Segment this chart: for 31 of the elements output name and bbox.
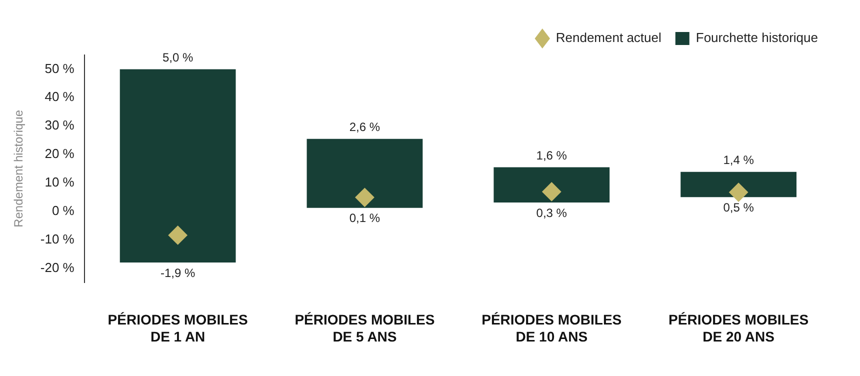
x-tick-label: PÉRIODES MOBILES DE 5 ANS (294, 312, 435, 344)
point (729, 182, 748, 202)
y-tick-label: 20 % (44, 146, 75, 162)
annotation: 0,5 % (723, 200, 754, 214)
bar (306, 138, 423, 208)
y-tick-label: -20 % (40, 260, 75, 275)
point (355, 188, 374, 207)
y-tick-label: 0 % (52, 202, 75, 218)
annotation: -1,9 % (160, 266, 196, 280)
x-tick-label: PÉRIODES MOBILES DE 1 AN (108, 312, 248, 344)
y-tick-label: -10 % (40, 231, 75, 246)
bar (680, 172, 796, 198)
bar (120, 69, 236, 263)
annotation: 1,6 % (536, 148, 568, 163)
y-tick-label: 30 % (44, 118, 75, 133)
legend-label: Fourchette historique (696, 30, 818, 46)
annotation: 0,1 % (349, 211, 380, 226)
annotation: 5,0 % (162, 50, 194, 65)
y-tick-label: 10 % (44, 174, 75, 190)
y-tick-label: 40 % (44, 89, 75, 104)
x-tick-label: PÉRIODES MOBILES DE 20 ANS (668, 312, 809, 344)
annotation: 0,3 % (536, 206, 568, 220)
y-tick-label: 50 % (44, 60, 75, 76)
legend-label: Rendement actuel (556, 30, 662, 46)
bar (494, 167, 610, 203)
x-tick-label: PÉRIODES MOBILES DE 10 ANS (482, 312, 622, 344)
annotation: 1,4 % (723, 153, 754, 168)
annotation: 2,6 % (349, 120, 380, 134)
point (542, 182, 562, 202)
y-axis-title: Rendement historique (12, 110, 26, 228)
point (168, 226, 188, 245)
